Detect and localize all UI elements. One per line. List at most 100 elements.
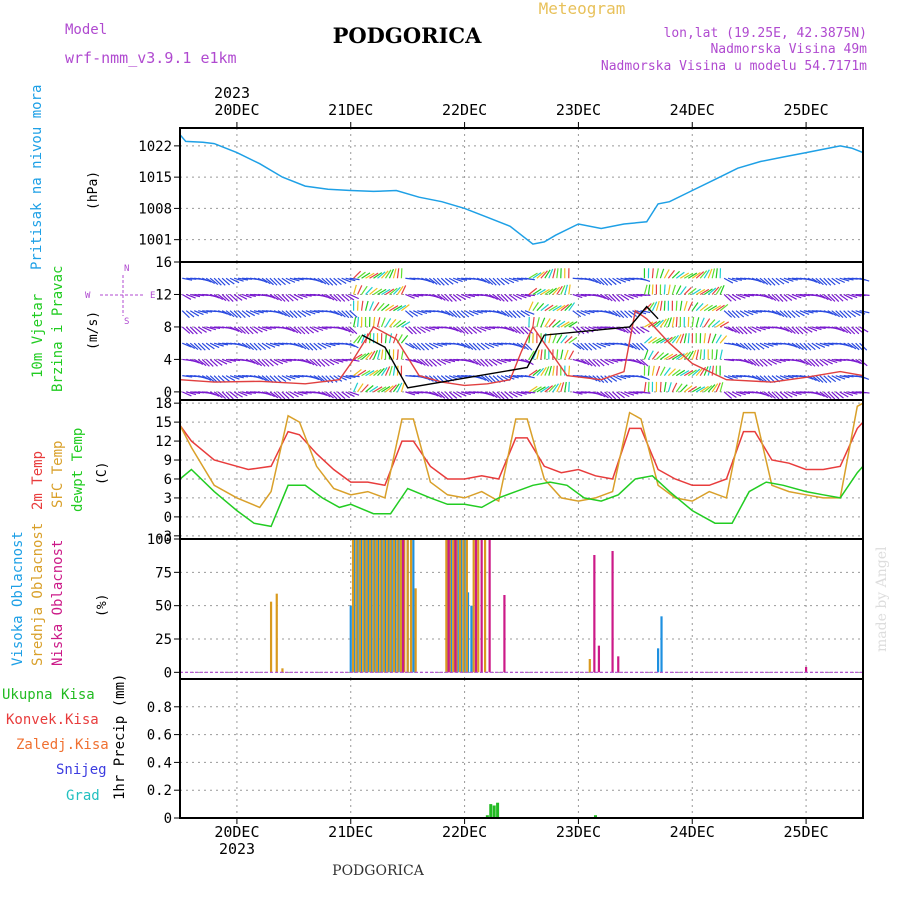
wind-barb	[496, 391, 505, 400]
wind-barb	[568, 336, 578, 344]
wind-barb	[273, 391, 282, 400]
wind-barb	[484, 326, 496, 330]
wind-barb	[572, 293, 583, 299]
wind-barb	[241, 391, 252, 395]
wind-barb	[373, 288, 383, 295]
wind-barb	[500, 277, 510, 285]
wind-barb	[229, 326, 240, 332]
wind-barb	[683, 286, 692, 295]
wind-barb	[345, 277, 356, 282]
wind-barb	[584, 358, 593, 367]
wind-barb	[612, 294, 621, 302]
wind-barb	[329, 277, 338, 286]
panel-pressure: 1001 1008 1015 1022	[138, 127, 864, 263]
wind-barb	[536, 317, 540, 328]
panel-wind: 0 4 8 12 16	[155, 255, 870, 401]
wind-barb	[799, 310, 810, 315]
footer-city: PODGORICA	[332, 863, 425, 879]
wind-barb	[548, 319, 556, 328]
wind-barb	[376, 349, 381, 360]
wind-barb	[560, 321, 570, 328]
wind-barb	[731, 342, 742, 348]
wind-barb	[468, 342, 477, 351]
bar-high_cloud	[370, 539, 373, 673]
wind-barb	[273, 358, 284, 365]
wind-barb	[600, 358, 610, 366]
wind-barb	[779, 326, 790, 332]
wind-barb	[600, 342, 611, 347]
wind-barb	[445, 358, 456, 363]
wind-barb	[456, 391, 467, 397]
wind-barb	[807, 342, 816, 351]
wind-barb	[671, 369, 681, 377]
wind-barb	[209, 391, 220, 397]
wind-barb	[711, 320, 721, 328]
wind-barb	[771, 277, 780, 286]
wind-barb	[289, 277, 300, 282]
wind-barb	[600, 277, 609, 286]
wind-barb	[667, 368, 676, 377]
bar-mid_cloud	[375, 539, 379, 673]
wind-barb	[843, 277, 854, 281]
wind-barb	[552, 383, 559, 393]
wind-barb	[647, 381, 650, 392]
y-tick-label: 0.4	[147, 755, 172, 771]
wind-barb	[767, 277, 776, 286]
wind-barb	[843, 342, 853, 349]
wind-barb	[440, 310, 451, 316]
wind-barb	[663, 269, 670, 279]
wind-barb	[767, 358, 778, 365]
wind-barb	[675, 285, 682, 295]
wind-barb	[361, 285, 368, 295]
wind-barb	[604, 358, 614, 365]
wind-barb	[783, 277, 794, 282]
wind-barb	[647, 365, 650, 376]
wind-barb	[695, 349, 700, 360]
bar-high_cloud	[353, 539, 356, 673]
cloud-axis-label: Visoka Oblacnost Srednja Oblacnost Niska…	[10, 523, 110, 666]
wind-barb	[317, 391, 328, 397]
y-tick-label: 1015	[138, 170, 172, 186]
wind-barb	[644, 321, 654, 328]
wind-barb	[540, 303, 549, 312]
wind-barb	[608, 358, 619, 363]
wind-barb	[429, 326, 440, 330]
wind-barb	[353, 382, 359, 393]
wind-barb	[540, 349, 543, 360]
wind-barb	[333, 310, 343, 317]
wind-barb	[205, 342, 215, 350]
wind-barb	[831, 391, 840, 400]
panel-temperature: -3 0 3 6 9 12 15 18	[155, 396, 864, 545]
wind-barb	[767, 293, 777, 302]
wind-barb	[285, 310, 294, 319]
wind-barb	[261, 277, 271, 285]
wind-barb	[388, 333, 393, 344]
y-tick-label: 0	[164, 811, 172, 827]
wind-barb	[213, 358, 223, 366]
bar-mid_cloud	[355, 539, 358, 673]
wind-barb	[393, 286, 401, 295]
wind-barb	[384, 333, 388, 344]
wind-barb	[703, 333, 706, 344]
wind-barb	[349, 342, 359, 349]
x-label-top: 23DEC	[556, 101, 601, 119]
wind-barb	[241, 310, 251, 318]
wind-barb	[787, 277, 798, 281]
bar-high_cloud	[394, 539, 397, 673]
wind-barb	[687, 333, 690, 344]
wind-barb	[723, 294, 732, 302]
wind-barb	[751, 342, 760, 351]
wind-barb	[377, 367, 385, 377]
wind-barb	[392, 365, 396, 376]
wind-barb	[377, 386, 387, 393]
wind-barb	[651, 301, 658, 311]
wind-barb	[532, 288, 542, 295]
wind-barb	[823, 391, 832, 400]
wind-barb	[416, 342, 425, 351]
wind-barb	[528, 287, 538, 295]
wind-barb	[815, 342, 826, 348]
wind-barb	[301, 293, 312, 297]
wind-barb	[663, 381, 667, 392]
bar-high_cloud	[383, 539, 386, 673]
wind-barb	[365, 351, 373, 360]
